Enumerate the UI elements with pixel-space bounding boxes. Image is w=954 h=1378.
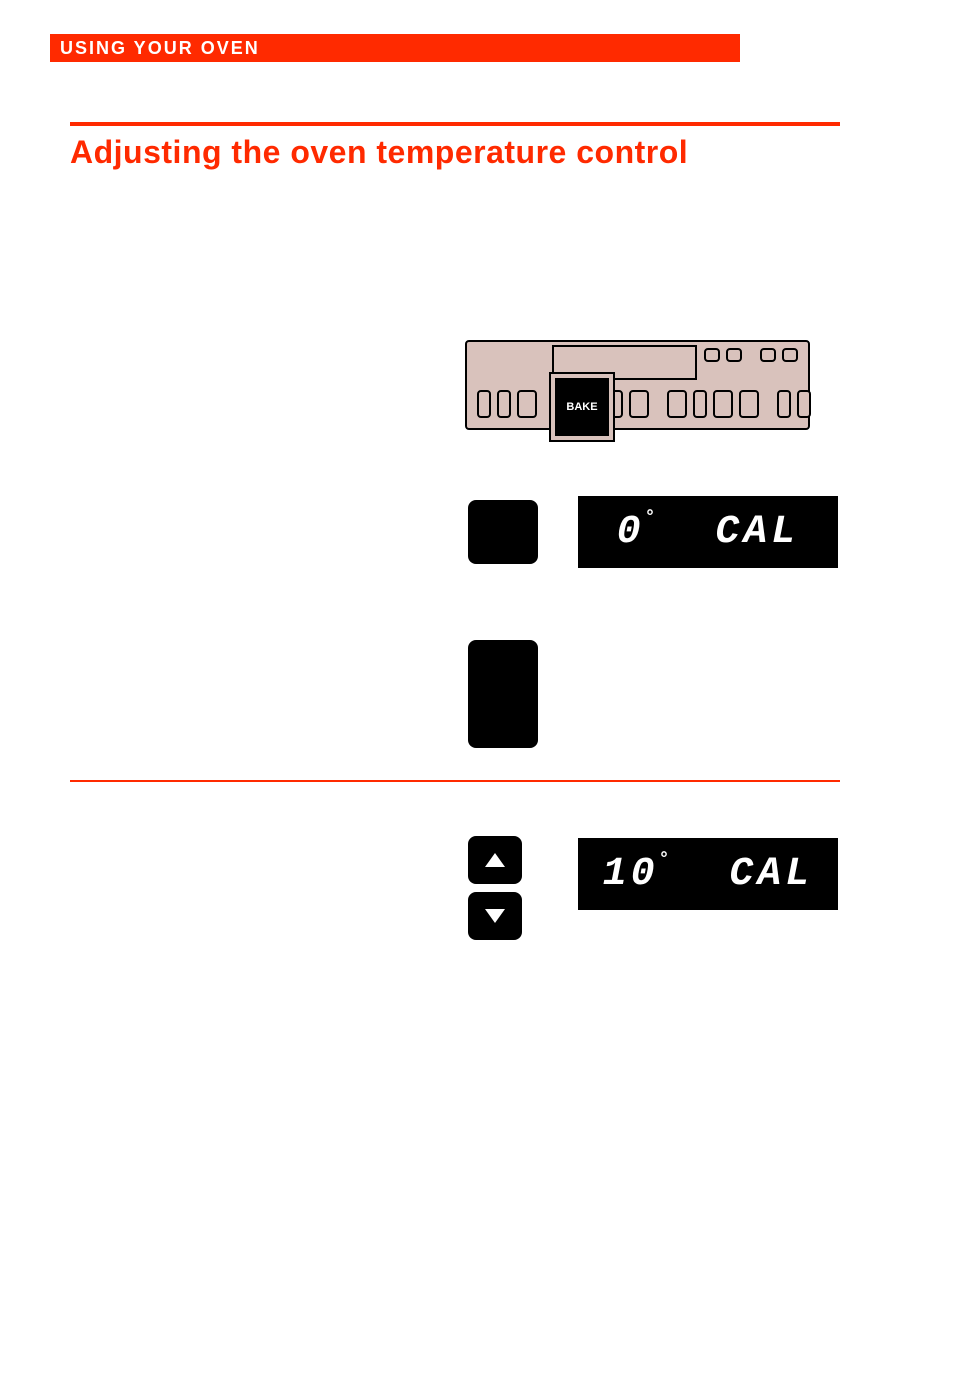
panel-btn (477, 390, 491, 418)
key-block-tall (468, 640, 538, 748)
bake-button-label: BAKE (566, 401, 597, 413)
banner-text: USING YOUR OVEN (60, 38, 260, 58)
panel-btn (517, 390, 537, 418)
section-banner: USING YOUR OVEN (50, 34, 740, 62)
rule-top (70, 122, 840, 126)
arrow-up-button[interactable] (468, 836, 522, 884)
display-label: CAL (715, 510, 799, 555)
bake-key-block (468, 500, 538, 564)
display-text: 10° CAL (603, 852, 814, 897)
panel-button-row (477, 390, 811, 418)
oven-control-panel-diagram (465, 340, 810, 430)
panel-btn (497, 390, 511, 418)
page-title: Adjusting the oven temperature control (70, 134, 688, 171)
bake-button-highlighted: BAKE (555, 378, 609, 436)
degree-icon: ° (659, 850, 674, 870)
panel-btn (739, 390, 759, 418)
display-value: 0 (617, 510, 645, 555)
panel-btn (760, 348, 776, 362)
panel-btn (797, 390, 811, 418)
degree-icon: ° (645, 508, 660, 528)
panel-btn (667, 390, 687, 418)
panel-btn (726, 348, 742, 362)
rule-mid (70, 780, 840, 782)
panel-btn (629, 390, 649, 418)
display-cal-zero: 0° CAL (578, 496, 838, 568)
panel-display-window (552, 345, 697, 380)
panel-btn (704, 348, 720, 362)
display-value: 10 (603, 852, 659, 897)
display-text: 0° CAL (617, 510, 800, 555)
panel-btn (713, 390, 733, 418)
panel-btn (782, 348, 798, 362)
panel-btn (777, 390, 791, 418)
panel-top-btns (704, 348, 798, 362)
display-label: CAL (729, 852, 813, 897)
display-cal-ten: 10° CAL (578, 838, 838, 910)
panel-btn (693, 390, 707, 418)
arrow-down-button[interactable] (468, 892, 522, 940)
